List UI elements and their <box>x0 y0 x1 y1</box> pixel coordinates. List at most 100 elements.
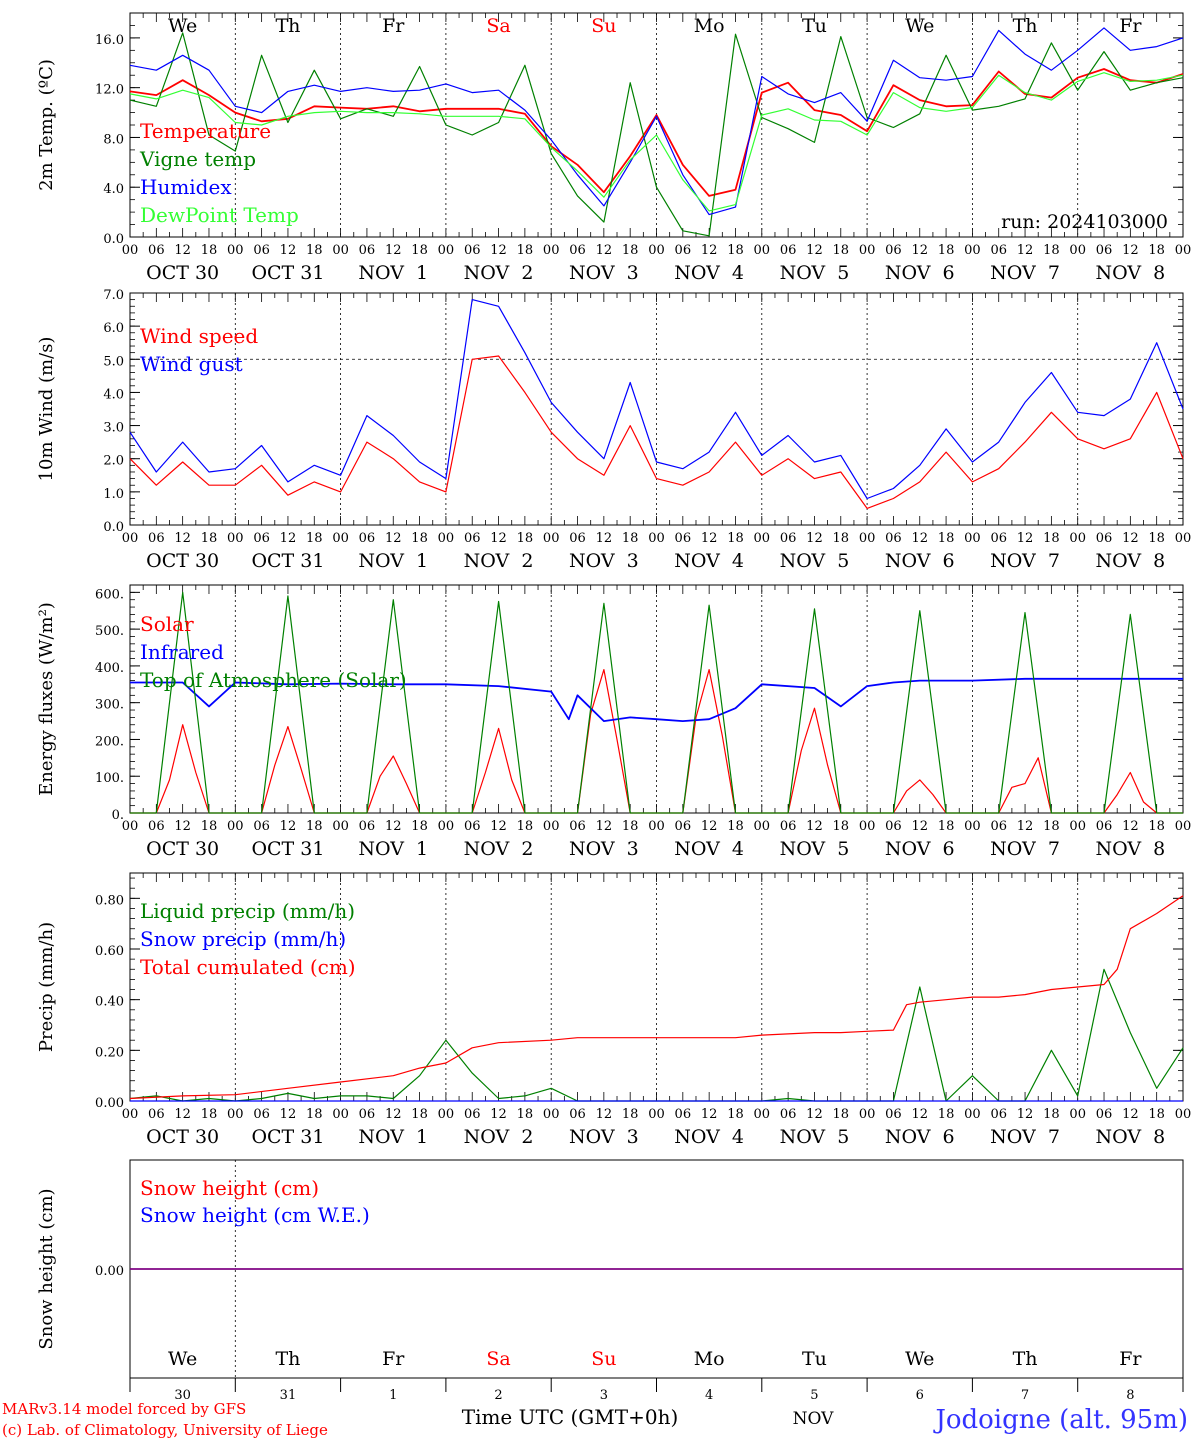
x-axis-title: Time UTC (GMT+0h) <box>462 1405 679 1429</box>
y-tick-label: 5.0 <box>103 354 124 369</box>
y-tick-label: 600. <box>95 587 124 602</box>
day-number: 7 <box>1021 1388 1029 1403</box>
hour-tick-label: 06 <box>1096 243 1113 258</box>
y-tick-label: 4.0 <box>103 182 124 197</box>
day-name-bottom: Fr <box>382 1348 405 1370</box>
hour-tick-label: 18 <box>833 819 850 834</box>
date-label: NOV 7 <box>990 838 1060 860</box>
hour-tick-label: 18 <box>1148 819 1165 834</box>
hour-tick-label: 18 <box>517 819 534 834</box>
date-label: NOV 1 <box>358 1126 428 1148</box>
hour-tick-label: 12 <box>806 243 823 258</box>
y-tick-label: 0.40 <box>95 995 124 1010</box>
hour-tick-label: 06 <box>780 1107 797 1122</box>
hour-tick-label: 18 <box>411 243 428 258</box>
date-label: NOV 4 <box>674 550 744 572</box>
hour-tick-label: 18 <box>727 1107 744 1122</box>
date-label: NOV 1 <box>358 550 428 572</box>
hour-tick-label: 18 <box>517 243 534 258</box>
legend-entry: Snow height (cm) <box>140 1176 319 1200</box>
hour-tick-label: 00 <box>332 531 349 546</box>
series-line-wind-gust <box>129 299 1184 500</box>
day-name-bottom: Th <box>275 1348 300 1370</box>
hour-tick-label: 18 <box>1043 243 1060 258</box>
hour-tick-label: 00 <box>332 819 349 834</box>
hour-tick-label: 00 <box>859 1107 876 1122</box>
legend-entry: Vigne temp <box>139 147 256 171</box>
run-label: run: 2024103000 <box>1001 211 1168 233</box>
hour-tick-label: 06 <box>464 531 481 546</box>
hour-tick-label: 06 <box>885 531 902 546</box>
hour-tick-label: 12 <box>806 1107 823 1122</box>
hour-tick-label: 00 <box>543 243 560 258</box>
hour-tick-label: 06 <box>675 1107 692 1122</box>
hour-tick-label: 12 <box>490 531 507 546</box>
date-label: OCT 31 <box>251 262 324 284</box>
hour-tick-label: 06 <box>569 1107 586 1122</box>
y-axis-title: Precip (mm/h) <box>36 922 57 1052</box>
series-line-humidex <box>129 27 1184 216</box>
day-name-top: Tu <box>802 15 827 37</box>
date-label: NOV 6 <box>885 838 955 860</box>
hour-tick-label: 00 <box>227 243 244 258</box>
hour-tick-label: 00 <box>859 819 876 834</box>
legend-entry: Total cumulated (cm) <box>140 955 356 979</box>
hour-tick-label: 12 <box>1017 243 1034 258</box>
hour-tick-label: 12 <box>596 243 613 258</box>
day-name-bottom: We <box>168 1348 197 1370</box>
hour-tick-label: 12 <box>385 819 402 834</box>
date-label: OCT 31 <box>251 550 324 572</box>
y-tick-label: 0.60 <box>95 944 124 959</box>
hour-tick-label: 18 <box>1148 531 1165 546</box>
hour-tick-label: 18 <box>1148 1107 1165 1122</box>
hour-tick-label: 00 <box>859 531 876 546</box>
day-name-top: Th <box>275 15 300 37</box>
hour-tick-label: 00 <box>648 1107 665 1122</box>
hour-tick-label: 00 <box>754 819 771 834</box>
y-tick-label: 12.0 <box>95 83 124 98</box>
hour-tick-label: 00 <box>543 819 560 834</box>
hour-tick-label: 18 <box>833 243 850 258</box>
hour-tick-label: 12 <box>701 1107 718 1122</box>
hour-tick-label: 18 <box>201 819 218 834</box>
hour-tick-label: 00 <box>1175 819 1192 834</box>
hour-tick-label: 18 <box>201 243 218 258</box>
hour-tick-label: 00 <box>964 1107 981 1122</box>
hour-tick-label: 12 <box>174 1107 191 1122</box>
series-line-total-cumulated-cm- <box>129 895 1184 1100</box>
y-tick-label: 500. <box>95 624 124 639</box>
day-number: 1 <box>389 1388 397 1403</box>
day-name-top: Fr <box>382 15 405 37</box>
credit-lab: (c) Lab. of Climatology, University of L… <box>2 1421 328 1439</box>
date-label: NOV 7 <box>990 262 1060 284</box>
date-label: NOV 2 <box>464 838 534 860</box>
legend-entry: Solar <box>140 612 194 636</box>
hour-tick-label: 18 <box>201 531 218 546</box>
date-label: NOV 1 <box>358 838 428 860</box>
day-name-top: Fr <box>1119 15 1142 37</box>
credit-model: MARv3.14 model forced by GFS <box>2 1400 246 1418</box>
day-name-top: Su <box>591 15 616 37</box>
hour-tick-label: 06 <box>464 243 481 258</box>
day-name-bottom: Mo <box>694 1348 725 1370</box>
hour-tick-label: 18 <box>1043 819 1060 834</box>
legend-entry: Snow precip (mm/h) <box>140 927 346 951</box>
hour-tick-label: 18 <box>517 531 534 546</box>
hour-tick-label: 00 <box>227 531 244 546</box>
day-name-bottom: We <box>905 1348 934 1370</box>
hour-tick-label: 06 <box>780 531 797 546</box>
legend-entry: Humidex <box>140 175 232 199</box>
hour-tick-label: 06 <box>780 819 797 834</box>
hour-tick-label: 18 <box>1148 243 1165 258</box>
panel-precip <box>129 872 1184 1102</box>
y-tick-label: 0.0 <box>103 232 124 247</box>
hour-tick-label: 18 <box>622 243 639 258</box>
date-label: NOV 3 <box>569 262 639 284</box>
series-line-temperature <box>129 68 1184 197</box>
hour-tick-label: 18 <box>1043 1107 1060 1122</box>
hour-tick-label: 00 <box>1069 531 1086 546</box>
day-number: 8 <box>1126 1388 1134 1403</box>
panel-wind <box>129 292 1184 526</box>
hour-tick-label: 18 <box>201 1107 218 1122</box>
y-tick-label: 0.0 <box>103 520 124 535</box>
